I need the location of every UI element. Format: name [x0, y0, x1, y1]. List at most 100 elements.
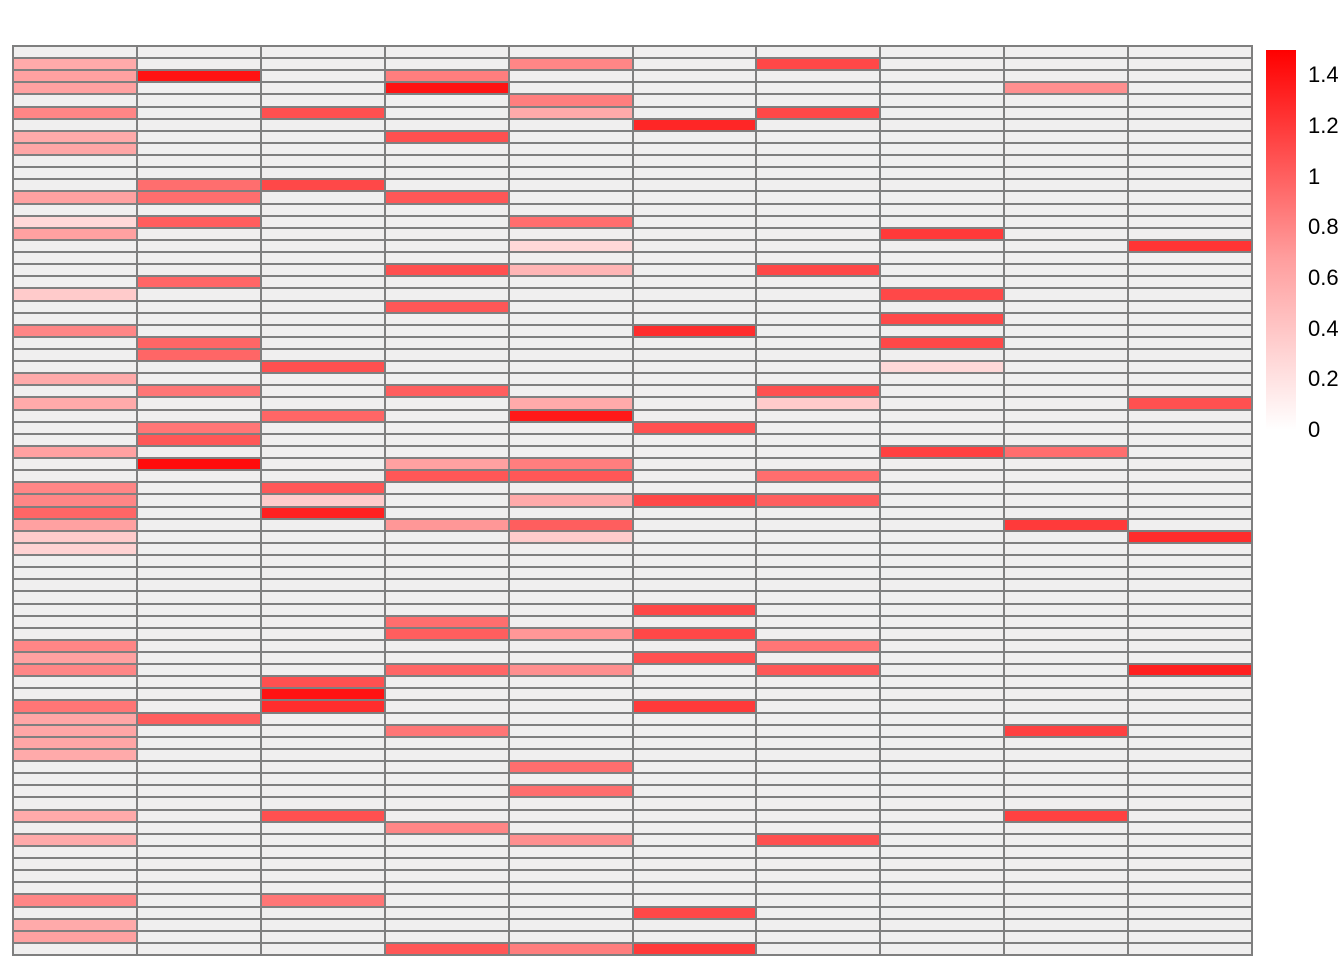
- heatmap-cell: [509, 774, 632, 785]
- heatmap-cell: [261, 216, 384, 227]
- heatmap-cell: [1129, 737, 1251, 748]
- heatmap-cell: [881, 786, 1004, 797]
- heatmap-cell: [261, 568, 384, 579]
- heatmap-cell: [1129, 556, 1251, 567]
- heatmap-cell: [261, 919, 384, 930]
- heatmap-cell: [1005, 604, 1128, 615]
- heatmap-cell: [385, 531, 508, 542]
- heatmap-cell: [881, 168, 1004, 179]
- heatmap-cell: [633, 253, 756, 264]
- heatmap-cell: [633, 398, 756, 409]
- heatmap-cell: [757, 665, 880, 676]
- heatmap-cell: [14, 665, 136, 676]
- heatmap-cell: [1005, 774, 1128, 785]
- heatmap-cell: [633, 640, 756, 651]
- heatmap-cell: [633, 349, 756, 361]
- heatmap-cell: [1129, 689, 1251, 700]
- heatmap-cell: [1129, 156, 1251, 167]
- heatmap-cell: [1005, 786, 1128, 797]
- heatmap-cell: [14, 701, 136, 712]
- heatmap-cell: [261, 289, 384, 300]
- heatmap-cell: [1129, 204, 1251, 215]
- heatmap-cell: [633, 265, 756, 276]
- heatmap-cell: [881, 119, 1004, 130]
- heatmap-cell: [881, 774, 1004, 785]
- heatmap-cell: [137, 640, 260, 651]
- heatmap-cell: [1129, 253, 1251, 264]
- heatmap-cell: [385, 713, 508, 724]
- heatmap-cell: [509, 871, 632, 882]
- heatmap-cell: [261, 119, 384, 130]
- heatmap-cell: [385, 422, 508, 433]
- heatmap-cell: [14, 786, 136, 797]
- heatmap-cell: [881, 362, 1004, 373]
- heatmap-cell: [137, 349, 260, 361]
- heatmap-cell: [881, 398, 1004, 409]
- heatmap-cell: [633, 665, 756, 676]
- heatmap-cell: [509, 459, 632, 470]
- heatmap-cell: [633, 616, 756, 627]
- heatmap-cell: [633, 871, 756, 882]
- heatmap-cell: [757, 374, 880, 385]
- heatmap-cell: [14, 859, 136, 870]
- heatmap-cell: [14, 107, 136, 118]
- heatmap-cell: [633, 592, 756, 603]
- heatmap-cell: [757, 931, 880, 942]
- heatmap-cell: [14, 253, 136, 264]
- heatmap-cell: [261, 349, 384, 361]
- heatmap-cell: [137, 265, 260, 276]
- heatmap-cell: [261, 859, 384, 870]
- heatmap-cell: [261, 689, 384, 700]
- heatmap-cell: [633, 459, 756, 470]
- heatmap-cell: [261, 313, 384, 324]
- heatmap-cell: [385, 289, 508, 300]
- heatmap-cell: [137, 895, 260, 906]
- heatmap-cell: [385, 725, 508, 736]
- heatmap-cell: [881, 349, 1004, 361]
- heatmap-cell: [633, 192, 756, 203]
- heatmap-cell: [633, 289, 756, 300]
- heatmap-cell: [757, 713, 880, 724]
- heatmap-cell: [757, 192, 880, 203]
- heatmap-cell: [1005, 895, 1128, 906]
- heatmap-cell: [1005, 931, 1128, 942]
- heatmap-cell: [1129, 192, 1251, 203]
- heatmap-cell: [757, 398, 880, 409]
- heatmap-cell: [261, 325, 384, 336]
- heatmap-cell: [881, 846, 1004, 858]
- heatmap-cell: [757, 410, 880, 421]
- heatmap-cell: [757, 592, 880, 603]
- heatmap-cell: [261, 628, 384, 639]
- heatmap-cell: [881, 471, 1004, 482]
- heatmap-cell: [881, 907, 1004, 918]
- heatmap-cell: [261, 337, 384, 348]
- heatmap-cell: [14, 725, 136, 736]
- heatmap-cell: [261, 580, 384, 591]
- heatmap-cell: [509, 410, 632, 421]
- heatmap-cell: [385, 313, 508, 324]
- heatmap-cell: [14, 228, 136, 239]
- heatmap-cell: [14, 737, 136, 748]
- heatmap-cell: [385, 652, 508, 664]
- heatmap-cell: [633, 798, 756, 809]
- heatmap-cell: [509, 568, 632, 579]
- heatmap-cell: [509, 677, 632, 688]
- heatmap-cell: [757, 762, 880, 773]
- heatmap-cell: [14, 580, 136, 591]
- heatmap-cell: [261, 204, 384, 215]
- heatmap-cell: [757, 422, 880, 433]
- heatmap-cell: [14, 71, 136, 82]
- heatmap-cell: [633, 107, 756, 118]
- heatmap-cell: [633, 834, 756, 845]
- heatmap-cell: [1005, 652, 1128, 664]
- heatmap-cell: [14, 519, 136, 530]
- heatmap-cell: [509, 640, 632, 651]
- heatmap-cell: [881, 422, 1004, 433]
- heatmap-cell: [1129, 677, 1251, 688]
- heatmap-cell: [1005, 313, 1128, 324]
- heatmap-cell: [14, 810, 136, 821]
- heatmap-cell: [757, 786, 880, 797]
- heatmap-cell: [509, 846, 632, 858]
- heatmap-cell: [1005, 531, 1128, 542]
- heatmap-cell: [1129, 652, 1251, 664]
